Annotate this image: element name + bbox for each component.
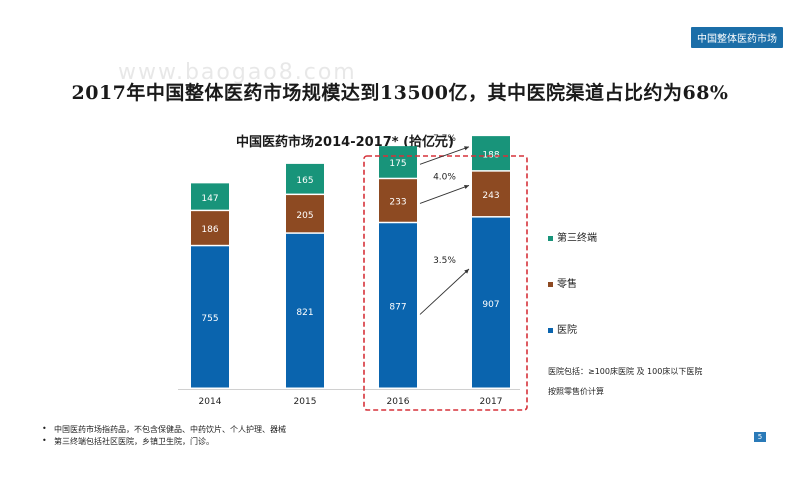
tick-label-2016: 2016 [387, 397, 410, 407]
page-title: 2017年中国整体医药市场规模达到13500亿，其中医院渠道占比约为68% [71, 82, 729, 104]
growth-arrow-head-1 [464, 184, 469, 190]
data-label-2017-series-1: 243 [482, 191, 499, 201]
page-number: 5 [754, 432, 766, 442]
growth-label-1: 4.0% [433, 172, 456, 182]
bar-2015-series-1 [286, 195, 324, 233]
data-label-2015-series-0: 821 [296, 308, 313, 318]
data-label-2015-series-1: 205 [296, 211, 313, 221]
data-label-2014-series-0: 755 [201, 314, 218, 324]
bar-2017-series-1 [472, 171, 510, 217]
bar-2016-series-2 [379, 146, 417, 178]
bar-2017-series-2 [472, 136, 510, 171]
section-tag: 中国整体医药市场 [691, 27, 783, 48]
tick-label-2017: 2017 [480, 397, 503, 407]
footnote-1: • 中国医药市场指药品，不包含保健品、中药饮片、个人护理、器械 [42, 424, 286, 435]
tick-label-2014: 2014 [199, 397, 222, 407]
legend-terminal: 第三终端 [548, 229, 597, 244]
footnote-2-text: 第三终端包括社区医院，乡镇卫生院，门诊。 [54, 437, 214, 446]
growth-label-2: 3.5% [433, 256, 456, 266]
data-label-2016-series-1: 233 [389, 198, 406, 208]
watermark: www.baogao8.com [118, 60, 357, 85]
data-label-2014-series-1: 186 [201, 225, 218, 235]
legend-swatch-terminal [548, 235, 553, 241]
footnote-1-text: 中国医药市场指药品，不包含保健品、中药饮片、个人护理、器械 [54, 425, 286, 434]
bar-2016-series-0 [379, 223, 417, 388]
growth-arrow-head-2 [464, 269, 469, 274]
data-label-2017-series-0: 907 [482, 300, 499, 310]
growth-arrow-line-2 [419, 268, 470, 315]
legend-label-retail: 零售 [557, 279, 577, 290]
chart-title: 中国医药市场2014-2017* (拾亿元) [236, 134, 454, 150]
growth-arrow-line-1 [419, 185, 470, 204]
note-pricing-basis: 按照零售价计算 [548, 387, 604, 396]
note-hospital-definition: 医院包括：≥100床医院 及 100床以下医院 [548, 367, 703, 376]
data-label-2014-series-2: 147 [201, 194, 218, 204]
bar-2014-series-1 [191, 211, 229, 245]
data-label-2016-series-2: 175 [389, 159, 406, 169]
bar-2014-series-2 [191, 183, 229, 210]
data-label-2015-series-2: 165 [296, 176, 313, 186]
bar-2017-series-0 [472, 217, 510, 388]
legend-swatch-retail [548, 281, 553, 287]
highlight-box [363, 155, 528, 411]
footnote-2: • 第三终端包括社区医院，乡镇卫生院，门诊。 [42, 436, 214, 447]
growth-arrow-head-0 [464, 146, 469, 151]
tick-label-2015: 2015 [294, 397, 317, 407]
bar-2014-series-0 [191, 246, 229, 388]
legend-hospital: 医院 [548, 321, 577, 336]
growth-arrow-line-0 [419, 146, 470, 165]
legend-swatch-hospital [548, 327, 553, 333]
bar-2015-series-0 [286, 233, 324, 388]
growth-label-0: 7.7% [433, 134, 456, 144]
bar-2016-series-1 [379, 179, 417, 222]
legend-label-hospital: 医院 [557, 325, 577, 336]
data-label-2016-series-0: 877 [389, 303, 406, 313]
legend-label-terminal: 第三终端 [557, 233, 597, 244]
bullet-2: • [42, 436, 47, 445]
bullet-1: • [42, 424, 47, 433]
legend-retail: 零售 [548, 275, 577, 290]
bar-2015-series-2 [286, 163, 324, 194]
